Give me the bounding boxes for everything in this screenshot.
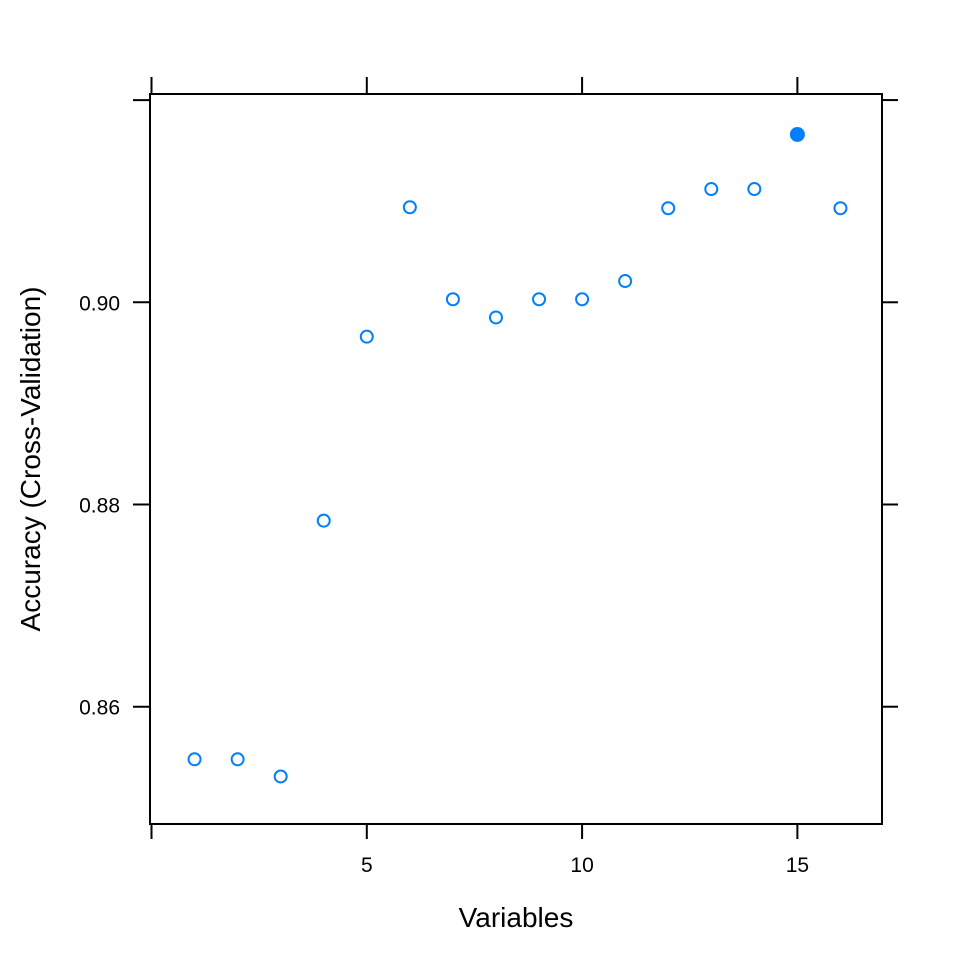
data-points: [187, 126, 848, 784]
data-point: [187, 752, 202, 767]
data-point: [445, 292, 460, 307]
x-tick-label: 10: [570, 854, 593, 877]
x-axis: 5 10 15: [150, 77, 809, 877]
x-tick-label: 5: [361, 854, 373, 877]
data-point: [704, 182, 719, 197]
y-axis-title: Accuracy (Cross-Validation): [15, 287, 46, 632]
data-point: [661, 201, 676, 216]
data-point: [532, 292, 547, 307]
data-point: [273, 769, 288, 784]
data-point: [359, 329, 374, 344]
data-point: [230, 752, 245, 767]
y-axis: 0.86 0.88 0.90: [79, 99, 898, 720]
y-tick-label: 0.86: [79, 697, 120, 720]
plot-frame: [149, 93, 883, 825]
data-point: [316, 513, 331, 528]
y-tick-label: 0.90: [79, 292, 120, 315]
data-point: [833, 201, 848, 216]
data-point: [575, 292, 590, 307]
x-tick-label: 15: [786, 854, 809, 877]
x-axis-title: Variables: [459, 902, 574, 933]
data-point: [402, 200, 417, 215]
data-point: [618, 274, 633, 289]
data-point: [747, 182, 762, 197]
data-point: [488, 310, 503, 325]
y-tick-label: 0.88: [79, 494, 120, 517]
highlighted-point: [789, 126, 805, 142]
